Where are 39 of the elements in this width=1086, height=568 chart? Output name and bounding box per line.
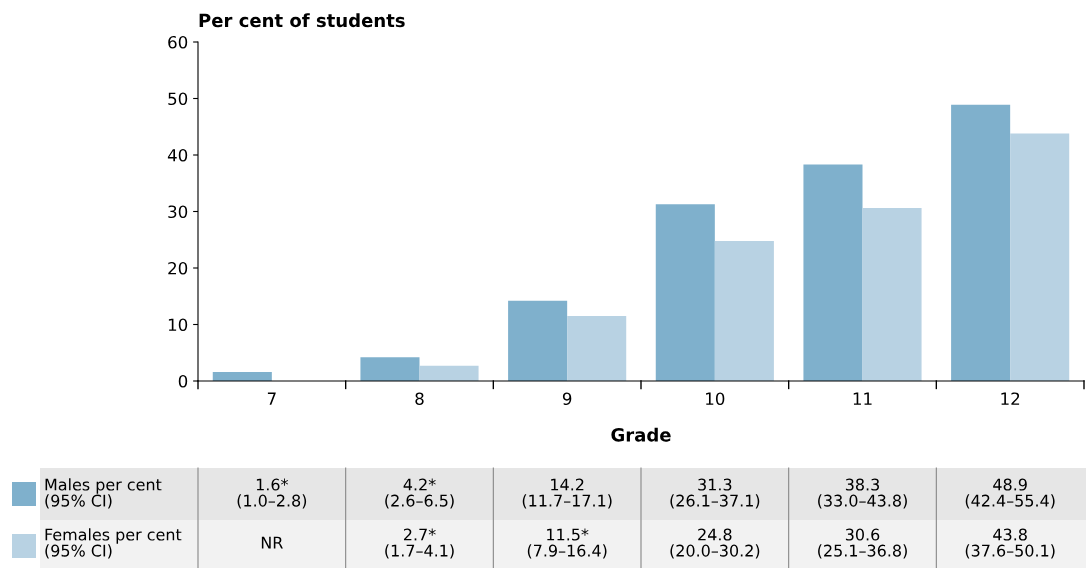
data-label: 4.2* (2.6–6.5)	[385, 478, 454, 509]
x-tick-label: 7	[267, 392, 276, 405]
data-label: 48.9 (42.4–55.4)	[965, 478, 1055, 509]
x-tick-label: 10	[706, 392, 725, 406]
bar	[951, 104, 1011, 381]
text: NR	[261, 536, 283, 549]
x-tick-label: 12	[1001, 392, 1020, 405]
data-label: 43.8 (37.6–50.1)	[965, 528, 1055, 559]
y-tick-label: 60	[168, 35, 188, 49]
data-label: 14.2 (11.7–17.1)	[522, 478, 612, 509]
y-tick-label: 40	[167, 148, 188, 162]
x-axis-title: Grade	[611, 427, 671, 442]
bar	[1010, 133, 1070, 381]
legend-label: Males per cent (95% CI)	[45, 478, 162, 509]
data-label: 2.7* (1.7–4.1)	[385, 528, 454, 559]
x-tick-label: 8	[415, 392, 424, 406]
data-label: 30.6 (25.1–36.8)	[818, 528, 907, 559]
y-tick-label: 10	[168, 318, 188, 332]
bar	[803, 164, 863, 381]
y-tick-label: 50	[168, 92, 188, 106]
bar	[714, 240, 774, 381]
bar	[360, 357, 420, 381]
bar	[508, 300, 568, 381]
bar	[862, 208, 922, 381]
y-tick-label: 30	[168, 205, 188, 219]
y-tick-label: 20	[168, 261, 188, 275]
data-label: 24.8 (20.0–30.2)	[670, 528, 760, 559]
legend-label: Females per cent (95% CI)	[45, 528, 182, 559]
y-axis-title: Per cent of students	[199, 13, 405, 28]
x-tick-label: 11	[853, 392, 872, 405]
data-label: 31.3 (26.1–37.1)	[670, 478, 760, 509]
bar	[567, 316, 627, 381]
y-tick-label: 0	[178, 374, 188, 388]
bar	[655, 204, 715, 381]
x-tick-label: 9	[562, 392, 572, 406]
bar	[419, 365, 479, 381]
data-label: 1.6* (1.0–2.8)	[237, 478, 307, 509]
data-label: 38.3 (33.0–43.8)	[818, 478, 907, 509]
data-label: 11.5* (7.9–16.4)	[527, 528, 607, 559]
